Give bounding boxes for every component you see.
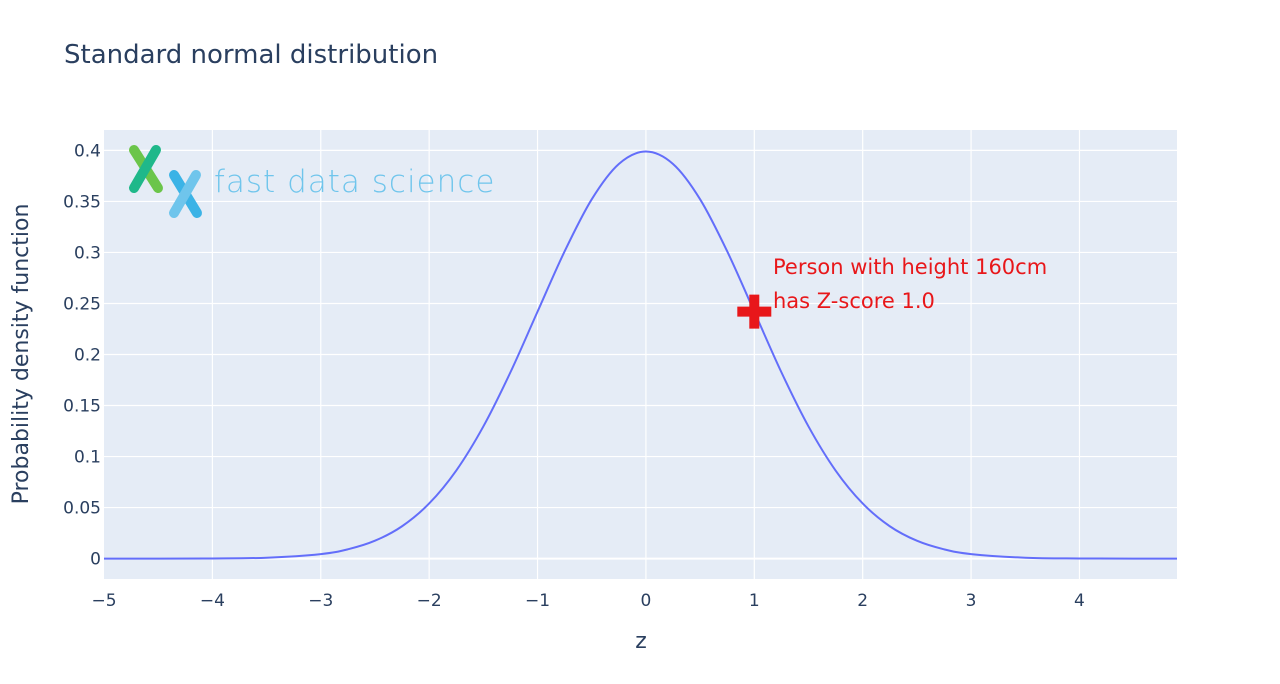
x-tick-label: 4 [1074, 591, 1085, 611]
y-tick-label: 0.2 [74, 346, 101, 366]
y-tick-label: 0.25 [63, 294, 101, 314]
x-tick-label: 0 [641, 591, 652, 611]
y-axis-label: Probability density function [9, 204, 34, 505]
logo-mark-icon [129, 145, 202, 218]
y-grid [104, 149, 1177, 560]
density-curve [103, 150, 1178, 560]
annotation-line-1: Person with height 160cm [773, 255, 1047, 279]
logo: fast data science [129, 145, 495, 218]
x-tick-label: 2 [857, 591, 868, 611]
x-tick-label: −1 [525, 591, 550, 611]
y-tick-label: 0.4 [74, 141, 101, 161]
x-tick-label: 1 [749, 591, 760, 611]
y-axis-ticks: 0 0.05 0.1 0.15 0.2 0.25 0.3 0.35 0.4 [63, 141, 101, 569]
chart-title: Standard normal distribution [64, 40, 438, 70]
x-tick-label: −3 [308, 591, 333, 611]
y-tick-label: 0.1 [74, 448, 101, 468]
x-tick-label: −4 [200, 591, 225, 611]
x-tick-label: −2 [417, 591, 442, 611]
y-tick-label: 0.3 [74, 243, 101, 263]
annotation: Person with height 160cm has Z-score 1.0 [773, 255, 1047, 313]
y-tick-label: 0 [90, 550, 101, 570]
x-axis-label: z [635, 629, 647, 654]
x-axis-ticks: −5 −4 −3 −2 −1 0 1 2 3 4 [91, 591, 1084, 611]
y-tick-label: 0.15 [63, 397, 101, 417]
logo-text: fast data science [214, 164, 495, 200]
annotation-line-2: has Z-score 1.0 [773, 289, 935, 313]
y-tick-label: 0.05 [63, 499, 101, 519]
z-score-marker [737, 294, 772, 329]
y-tick-label: 0.35 [63, 192, 101, 212]
x-tick-label: −5 [91, 591, 116, 611]
x-tick-label: 3 [966, 591, 977, 611]
